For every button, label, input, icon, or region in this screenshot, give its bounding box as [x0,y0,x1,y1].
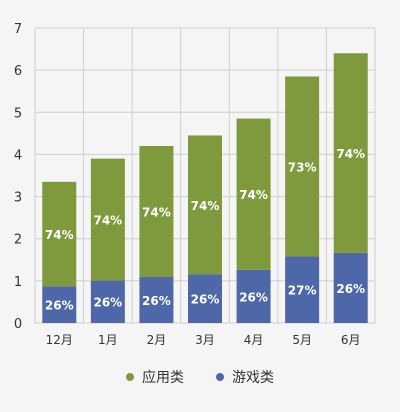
data-label-bottom: 26% [191,293,220,307]
data-label-bottom: 26% [336,282,365,296]
x-tick-label: 2月 [147,333,167,347]
y-tick-label: 2 [14,233,22,248]
bar-segment-top [236,118,271,270]
bars: 26% 74% 26% 74% 26% 74% 26% 74% 26% 74% 27% 73% 26% 7… [42,53,368,323]
y-tick-label: 7 [14,22,22,37]
bar-segment-top [42,181,77,287]
bar-segment-bottom [139,276,174,323]
data-label-top: 74% [45,228,74,242]
bar-segment-bottom [42,286,77,323]
bar-segment-bottom [188,274,222,323]
x-tick-label: 5月 [292,333,312,347]
x-tick-label: 12月 [46,333,73,347]
legend-label: 游戏类 [232,370,274,386]
y-tick-label: 0 [14,317,22,332]
y-tick-label: 4 [14,148,22,163]
data-label-top: 74% [142,205,171,219]
x-axis: 12月 1月 2月 3月 4月 5月 6月 [46,333,361,347]
data-label-bottom: 26% [239,290,268,304]
bar-segment-bottom [90,280,125,323]
x-tick-label: 6月 [341,333,361,347]
bar-segment-bottom [236,269,271,323]
y-tick-label: 3 [14,191,22,206]
bar-segment-top [90,158,125,281]
bar-segment-top [285,76,320,257]
x-tick-label: 4月 [244,333,264,347]
y-axis: 0 1 2 3 4 5 6 7 [14,22,22,332]
bar-segment-top [139,146,174,277]
data-label-top: 74% [239,188,268,202]
y-tick-label: 5 [14,106,22,121]
data-label-top: 74% [191,199,220,213]
data-label-top: 74% [93,213,122,227]
y-tick-label: 1 [14,275,22,290]
y-tick-label: 6 [14,64,22,79]
bar-segment-top [333,53,368,253]
data-label-bottom: 26% [142,294,171,308]
bar-segment-bottom [285,256,320,323]
legend-marker [126,373,134,381]
bar-segment-top [188,135,222,275]
x-tick-label: 3月 [195,333,215,347]
data-label-bottom: 26% [93,296,122,310]
data-label-bottom: 26% [45,299,74,313]
legend-marker [216,373,224,381]
legend: 应用类 游戏类 [126,369,274,386]
bar-segment-bottom [333,252,368,323]
data-label-top: 73% [288,160,317,174]
data-label-top: 74% [336,147,365,161]
legend-label: 应用类 [142,369,184,386]
x-tick-label: 1月 [98,333,118,347]
data-label-bottom: 27% [288,284,317,298]
